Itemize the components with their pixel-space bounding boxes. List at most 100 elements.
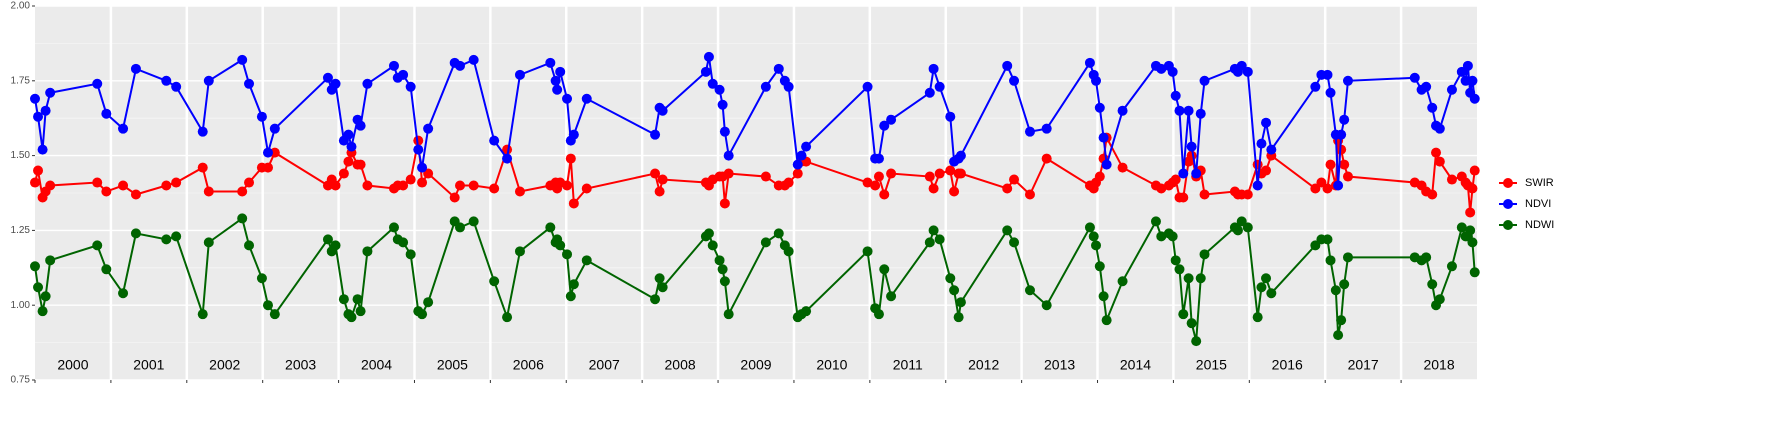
data-point bbox=[928, 183, 939, 194]
data-point bbox=[924, 171, 935, 182]
data-point bbox=[1156, 183, 1167, 194]
data-point bbox=[953, 312, 964, 323]
year-label: 2012 bbox=[968, 357, 999, 373]
year-label: 2016 bbox=[1272, 357, 1303, 373]
data-point bbox=[197, 126, 208, 137]
data-point bbox=[1183, 273, 1194, 284]
data-point bbox=[237, 54, 248, 65]
data-point bbox=[388, 222, 399, 233]
data-point bbox=[1084, 222, 1095, 233]
series-line bbox=[34, 216, 1476, 342]
data-point bbox=[955, 150, 966, 161]
legend-label: NDWI bbox=[1525, 219, 1554, 231]
year-label: 2007 bbox=[589, 357, 620, 373]
data-point bbox=[1195, 273, 1206, 284]
data-point bbox=[760, 81, 771, 92]
y-tick-label: 0.75 bbox=[11, 375, 31, 386]
data-point bbox=[1252, 180, 1263, 191]
data-point bbox=[1467, 75, 1478, 86]
data-point bbox=[873, 171, 884, 182]
data-point bbox=[1174, 264, 1185, 275]
data-point bbox=[1150, 216, 1161, 227]
data-point bbox=[783, 246, 794, 257]
data-point bbox=[1256, 282, 1267, 293]
data-point bbox=[773, 63, 784, 74]
data-point bbox=[455, 180, 466, 191]
data-point bbox=[879, 120, 890, 131]
data-point bbox=[33, 282, 44, 293]
data-point bbox=[489, 276, 500, 287]
data-point bbox=[1434, 156, 1445, 167]
data-point bbox=[118, 180, 129, 191]
data-point bbox=[1342, 171, 1353, 182]
data-point bbox=[405, 81, 416, 92]
data-point bbox=[1333, 330, 1344, 341]
data-point bbox=[1186, 141, 1197, 152]
data-point bbox=[1002, 183, 1013, 194]
data-point bbox=[1098, 132, 1109, 143]
data-point bbox=[873, 309, 884, 320]
data-point bbox=[449, 192, 460, 203]
data-point bbox=[1041, 153, 1052, 164]
data-point bbox=[1041, 123, 1052, 134]
year-label: 2003 bbox=[285, 357, 316, 373]
data-point bbox=[161, 234, 172, 245]
data-point bbox=[362, 246, 373, 257]
data-point bbox=[1330, 285, 1341, 296]
data-point bbox=[1427, 189, 1438, 200]
y-tick-label: 1.75 bbox=[11, 75, 31, 86]
data-point bbox=[1094, 171, 1105, 182]
data-point bbox=[1170, 255, 1181, 266]
data-point bbox=[654, 273, 665, 284]
data-point bbox=[502, 153, 513, 164]
data-point bbox=[1310, 81, 1321, 92]
data-point bbox=[1024, 285, 1035, 296]
data-point bbox=[1469, 267, 1480, 278]
data-point bbox=[398, 69, 409, 80]
data-point bbox=[1325, 87, 1336, 98]
data-point bbox=[955, 297, 966, 308]
data-point bbox=[565, 291, 576, 302]
data-point bbox=[1101, 315, 1112, 326]
data-point bbox=[1156, 231, 1167, 242]
data-point bbox=[1091, 240, 1102, 251]
data-point bbox=[30, 177, 40, 188]
year-label: 2004 bbox=[361, 357, 392, 373]
y-tick-label: 1.50 bbox=[11, 150, 31, 161]
data-point bbox=[1041, 300, 1052, 311]
data-point bbox=[197, 162, 208, 173]
y-tick-label: 1.25 bbox=[11, 225, 31, 236]
series-line bbox=[34, 134, 1476, 213]
data-point bbox=[703, 228, 714, 239]
data-point bbox=[92, 177, 103, 188]
data-point bbox=[886, 168, 897, 179]
data-point bbox=[949, 186, 960, 197]
data-point bbox=[171, 231, 182, 242]
data-point bbox=[338, 168, 349, 179]
data-point bbox=[568, 198, 579, 209]
data-point bbox=[1117, 162, 1128, 173]
data-point bbox=[928, 63, 939, 74]
data-point bbox=[203, 186, 214, 197]
data-point bbox=[1342, 75, 1353, 86]
data-point bbox=[1456, 222, 1467, 233]
data-point bbox=[362, 78, 373, 89]
year-label: 2001 bbox=[133, 357, 164, 373]
data-point bbox=[33, 165, 44, 176]
data-point bbox=[171, 177, 182, 188]
data-point bbox=[244, 240, 255, 251]
data-point bbox=[1446, 261, 1457, 272]
data-point bbox=[468, 54, 479, 65]
year-label: 2018 bbox=[1423, 357, 1454, 373]
data-point bbox=[1232, 225, 1243, 236]
legend-label: NDVI bbox=[1525, 198, 1551, 210]
data-point bbox=[398, 237, 409, 248]
data-point bbox=[256, 111, 267, 122]
data-point bbox=[92, 240, 103, 251]
data-point bbox=[1242, 66, 1253, 77]
y-tick-label: 1.00 bbox=[11, 300, 31, 311]
year-label: 2015 bbox=[1196, 357, 1227, 373]
data-point bbox=[873, 153, 884, 164]
data-point bbox=[1199, 75, 1210, 86]
data-point bbox=[1195, 108, 1206, 119]
